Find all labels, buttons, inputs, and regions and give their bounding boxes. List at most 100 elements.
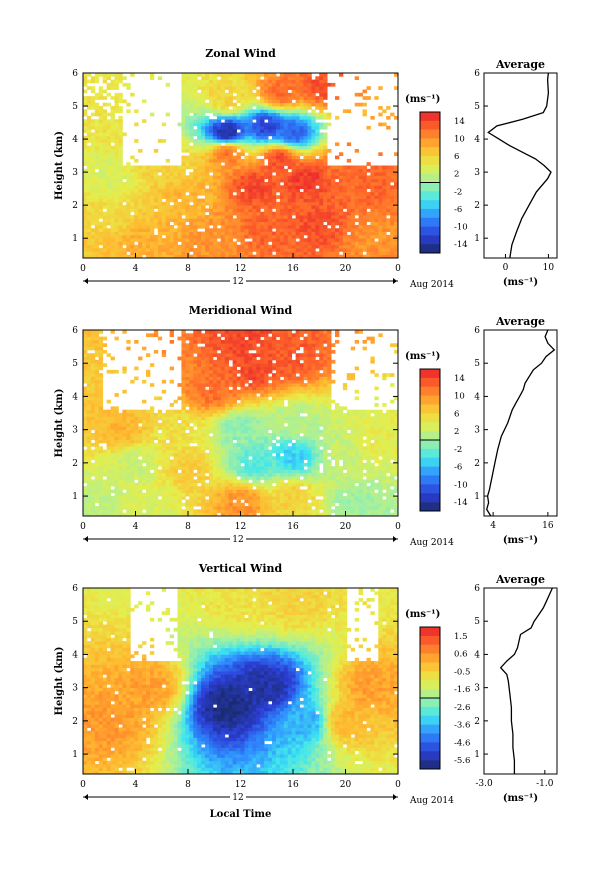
heatmap-cell bbox=[272, 241, 277, 246]
heatmap-cell bbox=[311, 231, 316, 236]
heatmap-cell bbox=[256, 168, 261, 173]
heatmap-cell bbox=[165, 165, 171, 170]
heatmap-cell bbox=[106, 76, 111, 80]
heatmap-cell bbox=[212, 201, 218, 206]
heatmap-cell bbox=[193, 238, 198, 242]
heatmap-cell bbox=[102, 416, 108, 421]
heatmap-cell bbox=[83, 366, 88, 371]
heatmap-cell bbox=[197, 231, 202, 236]
heatmap-cell bbox=[374, 182, 379, 186]
heatmap-cell bbox=[90, 112, 96, 117]
heatmap-cell bbox=[287, 228, 293, 232]
heatmap-cell bbox=[83, 343, 88, 348]
heatmap-cell bbox=[268, 152, 273, 156]
heatmap-cell bbox=[126, 215, 131, 219]
heatmap-cell bbox=[142, 211, 147, 216]
heatmap-cell bbox=[275, 139, 281, 143]
heatmap-cell bbox=[216, 234, 222, 239]
heatmap-cell bbox=[83, 436, 88, 441]
heatmap-cell bbox=[193, 389, 198, 394]
heatmap-cell bbox=[106, 92, 111, 97]
heatmap-cell bbox=[197, 502, 202, 507]
heatmap-cell bbox=[94, 195, 100, 199]
heatmap-cell bbox=[177, 439, 182, 444]
heatmap-cell bbox=[185, 482, 190, 487]
heatmap-cell bbox=[114, 482, 119, 487]
heatmap-cell bbox=[295, 96, 300, 100]
heatmap-cell bbox=[161, 241, 167, 246]
heatmap-cell bbox=[220, 115, 226, 120]
heatmap-cell bbox=[248, 215, 253, 219]
heatmap-cell bbox=[260, 185, 265, 190]
colorbar-segment bbox=[420, 112, 440, 122]
heatmap-cell bbox=[83, 82, 88, 87]
heatmap-cell bbox=[228, 122, 234, 127]
heatmap-cell bbox=[134, 446, 139, 450]
heatmap-cell bbox=[193, 73, 198, 77]
heatmap-cell bbox=[275, 162, 281, 166]
heatmap-cell bbox=[126, 205, 131, 209]
heatmap-cell bbox=[240, 119, 245, 123]
heatmap-cell bbox=[118, 254, 123, 259]
heatmap-cell bbox=[86, 135, 92, 140]
heatmap-cell bbox=[327, 198, 332, 203]
heatmap-cell bbox=[197, 182, 202, 186]
heatmap-cell bbox=[386, 251, 391, 256]
heatmap-cell bbox=[205, 168, 210, 173]
heatmap-cell bbox=[236, 155, 241, 160]
heatmap-cell bbox=[134, 462, 139, 467]
heatmap-cell bbox=[378, 195, 383, 199]
heatmap-cell bbox=[157, 469, 163, 474]
heatmap-cell bbox=[335, 168, 340, 173]
heatmap-cell bbox=[228, 182, 234, 186]
heatmap-cell bbox=[283, 228, 289, 232]
heatmap-cell bbox=[189, 76, 194, 80]
heatmap-cell bbox=[220, 231, 226, 236]
heatmap-cell bbox=[291, 165, 297, 170]
heatmap-cell bbox=[338, 188, 344, 193]
heatmap-cell bbox=[323, 168, 328, 173]
heatmap-cell bbox=[358, 191, 363, 196]
heatmap-cell bbox=[350, 182, 356, 186]
heatmap-cell bbox=[146, 224, 151, 229]
heatmap-cell bbox=[362, 244, 367, 249]
heatmap-cell bbox=[185, 366, 190, 371]
heatmap-cell bbox=[268, 188, 273, 193]
heatmap-cell bbox=[94, 92, 100, 97]
heatmap-cell bbox=[378, 215, 383, 219]
heatmap-cell bbox=[94, 369, 100, 374]
heatmap-cell bbox=[181, 238, 186, 242]
heatmap-cell bbox=[153, 436, 159, 441]
heatmap-cell bbox=[386, 165, 391, 170]
heatmap-cell bbox=[126, 102, 131, 107]
heatmap-cell bbox=[252, 82, 257, 87]
heatmap-cell bbox=[260, 254, 265, 259]
heatmap-cell bbox=[279, 172, 285, 176]
heatmap-cell bbox=[224, 148, 230, 153]
heatmap-cell bbox=[193, 201, 198, 206]
heatmap-cell bbox=[102, 142, 108, 147]
heatmap-cell bbox=[110, 413, 115, 417]
heatmap-cell bbox=[106, 482, 111, 487]
heatmap-cell bbox=[118, 251, 123, 256]
heatmap-cell bbox=[173, 509, 178, 514]
heatmap-cell bbox=[201, 132, 206, 137]
heatmap-cell bbox=[256, 231, 261, 236]
colorbar-tick-label: 10 bbox=[454, 134, 465, 144]
heatmap-cell bbox=[283, 129, 289, 133]
heatmap-cell bbox=[228, 102, 234, 107]
heatmap-cell bbox=[149, 218, 155, 223]
heatmap-cell bbox=[307, 175, 312, 180]
heatmap-cell bbox=[256, 201, 261, 206]
heatmap-cell bbox=[86, 479, 92, 484]
heatmap-cell bbox=[378, 106, 383, 110]
heatmap-cell bbox=[122, 439, 127, 444]
heatmap-cell bbox=[181, 403, 186, 407]
heatmap-cell bbox=[307, 82, 312, 87]
heatmap-cell bbox=[299, 92, 304, 97]
heatmap-cell bbox=[83, 109, 88, 114]
heatmap-cell bbox=[177, 122, 182, 127]
heatmap-cell bbox=[382, 109, 387, 114]
heatmap-cell bbox=[134, 191, 139, 196]
heatmap-cell bbox=[201, 426, 206, 431]
